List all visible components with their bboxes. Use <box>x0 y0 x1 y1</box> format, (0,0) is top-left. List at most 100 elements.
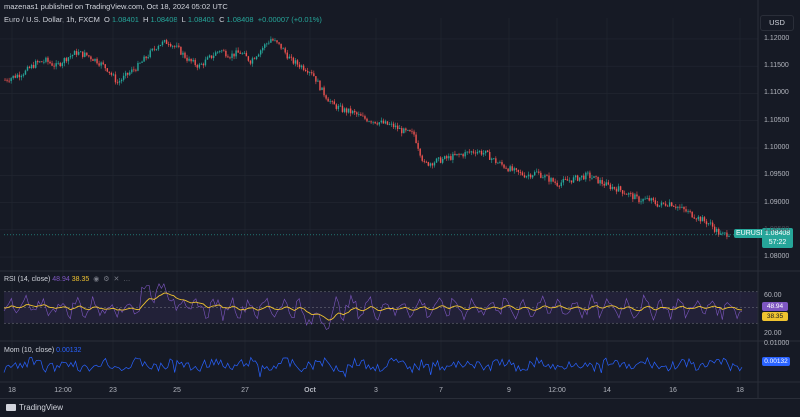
candle-body <box>235 50 237 57</box>
more-icon[interactable]: … <box>123 276 131 283</box>
candle-body <box>658 205 661 207</box>
candle-body <box>452 153 454 160</box>
candle-body <box>167 43 170 45</box>
candle-body <box>468 151 470 153</box>
candle-body <box>583 175 585 180</box>
candle-body <box>597 176 599 184</box>
candle-body <box>51 63 53 66</box>
candle-body <box>362 115 364 117</box>
candle-body <box>259 50 262 55</box>
candle-body <box>34 60 37 68</box>
price-tick-label: 1.09000 <box>764 198 790 206</box>
candle-body <box>313 73 315 77</box>
candle-body <box>227 56 229 58</box>
candle-body <box>98 63 100 66</box>
candle-body <box>499 162 501 163</box>
candle-body <box>360 114 362 116</box>
candle-body <box>14 75 16 78</box>
rsi-ma-value: 38.35 <box>71 276 90 283</box>
candle-body <box>413 131 415 135</box>
rsi-name[interactable]: RSI (14, close) <box>4 276 51 283</box>
candle-body <box>184 52 186 58</box>
mom-badge: 0.00132 <box>762 357 790 366</box>
candle-body <box>589 172 591 178</box>
candle-body <box>335 104 338 109</box>
candle-body <box>45 57 47 62</box>
candle-body <box>237 50 239 53</box>
candle-body <box>18 74 21 78</box>
candle-body <box>151 48 153 51</box>
candle-body <box>26 66 29 71</box>
candle-body <box>90 56 92 60</box>
candle-body <box>210 55 213 59</box>
candle-body <box>8 80 10 82</box>
delete-icon[interactable]: ✕ <box>113 276 120 283</box>
candle-body <box>241 53 243 55</box>
candle-body <box>713 226 716 232</box>
rsi-line <box>3 283 743 330</box>
candle-body <box>112 74 115 76</box>
candle-body <box>204 59 207 66</box>
candle-body <box>407 129 409 131</box>
candle-body <box>225 50 227 57</box>
top-bar: mazenas1 published on TradingView.com, O… <box>0 0 800 13</box>
candle-body <box>621 190 624 194</box>
candle-body <box>339 105 342 107</box>
price-tag-price: 1.08408 <box>764 230 791 237</box>
candle-body <box>245 52 248 57</box>
candle-body <box>558 185 560 187</box>
candle-body <box>544 175 546 178</box>
symbol-title[interactable]: Euro / U.S. Dollar, 1h, FXCM <box>4 15 100 24</box>
candle-body <box>212 55 215 59</box>
candle-body <box>525 176 528 178</box>
candle-body <box>585 172 587 180</box>
time-tick-label: 27 <box>241 387 249 394</box>
candle-body <box>372 121 374 123</box>
candle-body <box>574 175 577 178</box>
rsi-ma-badge: 38.35 <box>762 312 788 321</box>
candle-body <box>581 175 583 178</box>
candle-body <box>677 206 679 208</box>
candle-body <box>450 156 452 160</box>
grid-lines <box>0 18 758 380</box>
candle-body <box>464 152 466 157</box>
candle-body <box>298 64 301 68</box>
currency-button[interactable]: USD <box>760 15 794 31</box>
candle-body <box>417 143 419 149</box>
candle-body <box>521 172 524 176</box>
settings-icon[interactable]: ⚙ <box>103 276 110 283</box>
candle-body <box>707 223 710 225</box>
candle-body <box>401 128 403 134</box>
candle-body <box>337 105 340 109</box>
candle-body <box>601 180 603 184</box>
mom-name[interactable]: Mom (10, close) <box>4 347 55 354</box>
candle-body <box>169 44 172 47</box>
candle-body <box>380 120 383 123</box>
candle-body <box>392 123 395 128</box>
candle-body <box>219 51 221 52</box>
candle-body <box>646 198 648 199</box>
candle-body <box>572 177 575 183</box>
candle-body <box>233 53 235 57</box>
candle-body <box>685 209 687 212</box>
candle-body <box>272 39 274 41</box>
tradingview-brand[interactable]: TradingView <box>6 403 63 412</box>
candle-body <box>249 60 252 64</box>
candle-body <box>255 56 258 60</box>
candle-body <box>689 211 691 212</box>
time-tick-label: 25 <box>173 387 181 394</box>
candle-body <box>630 193 632 194</box>
candle-body <box>554 181 556 183</box>
candle-body <box>24 70 27 75</box>
candle-body <box>47 57 49 62</box>
candle-body <box>325 95 327 99</box>
eye-icon[interactable]: ◉ <box>93 276 100 283</box>
candle-body <box>491 158 493 160</box>
candle-body <box>409 129 411 132</box>
candle-body <box>214 52 217 56</box>
candle-body <box>284 48 286 53</box>
candle-body <box>321 87 323 91</box>
mom-legend: Mom (10, close) 0.00132 <box>4 347 81 354</box>
candle-body <box>568 180 571 182</box>
